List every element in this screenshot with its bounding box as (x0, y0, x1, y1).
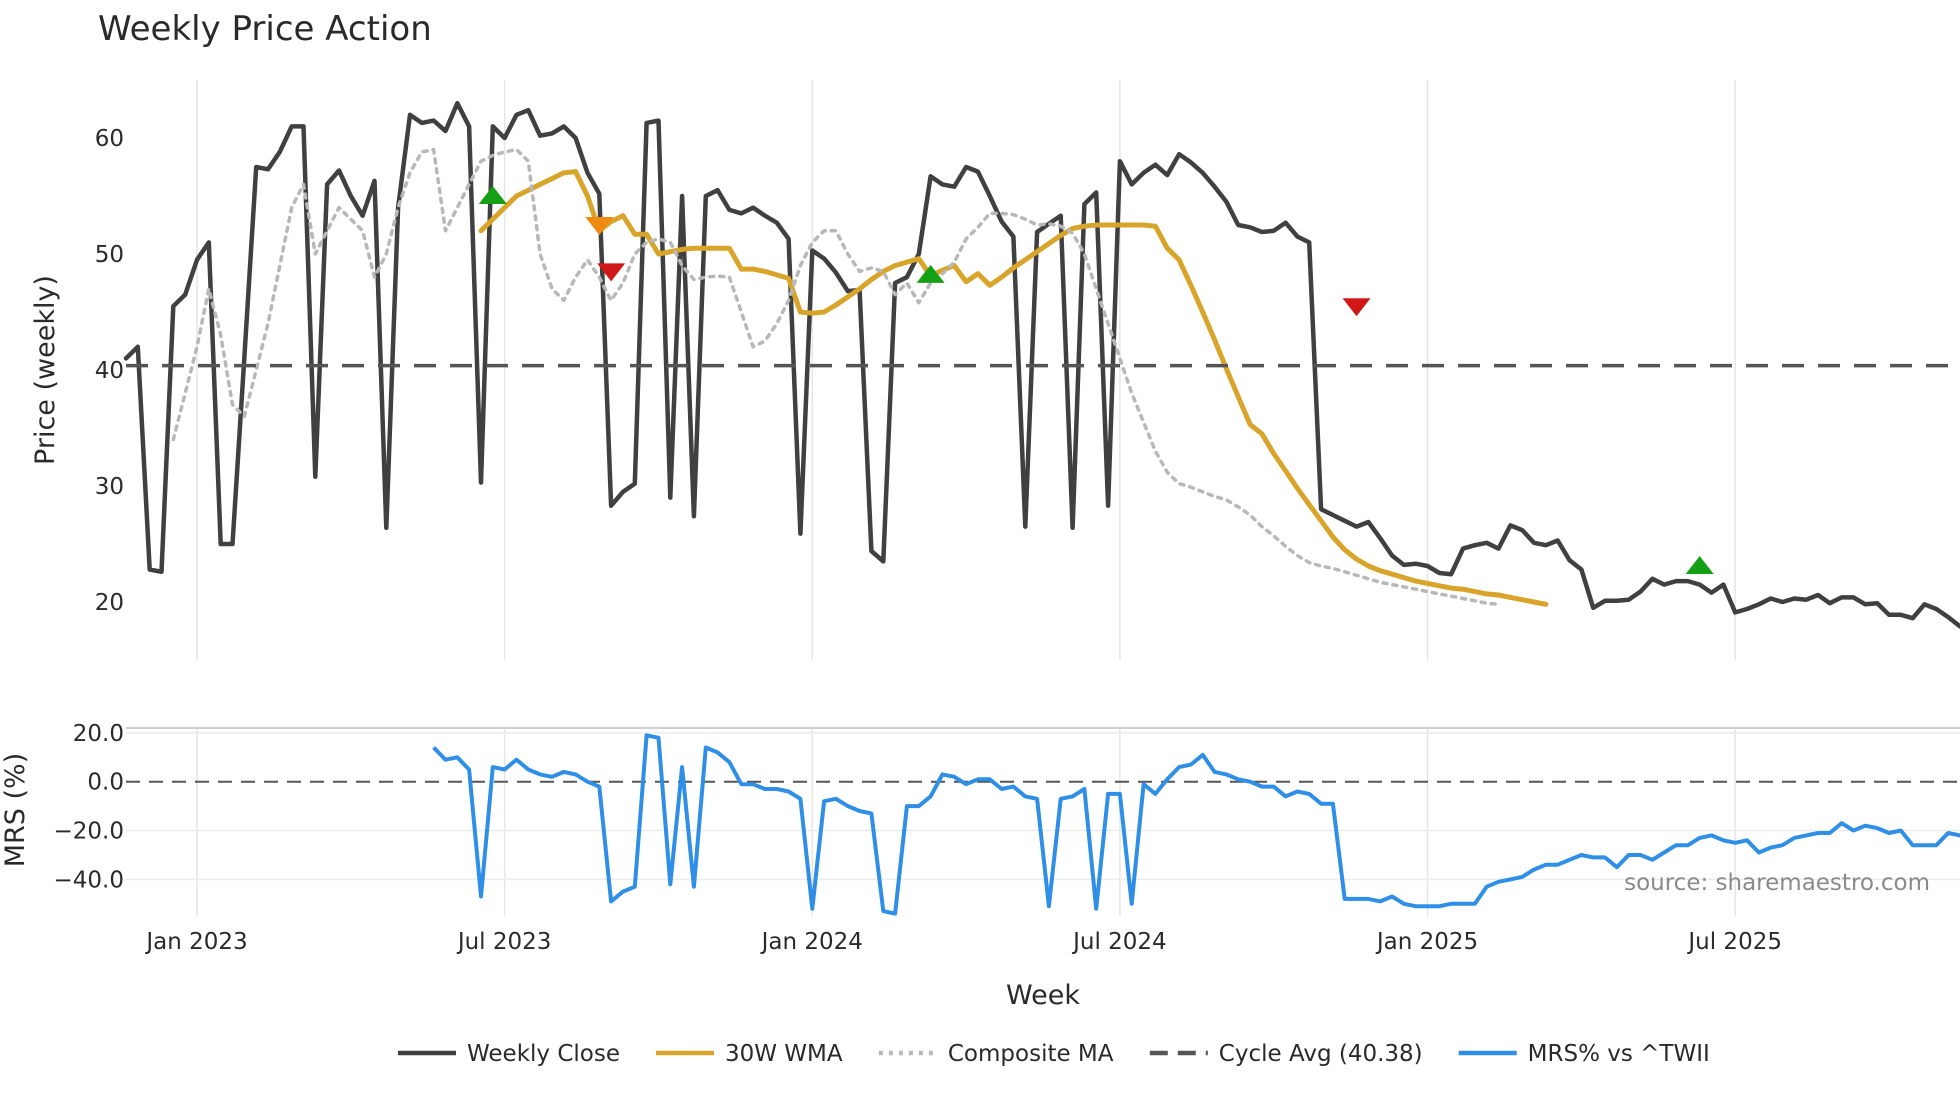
price-y-tick-label: 60 (95, 126, 124, 152)
source-note: source: sharemaestro.com (1624, 870, 1930, 896)
mrs-y-tick-label: −40.0 (54, 867, 124, 893)
mrs-y-tick-label: −20.0 (54, 819, 124, 845)
legend-label-composite-ma: Composite MA (948, 1041, 1114, 1067)
axes: Jan 2023 Jul 2023 Jan 2024 Jul 2024 Jan 2025… (54, 126, 1782, 955)
x-tick-label: Jan 2024 (760, 929, 863, 955)
signal-marker-down (585, 217, 614, 235)
legend-label-mrs-vs-twii: MRS% vs ^TWII (1528, 1041, 1710, 1067)
signal-marker-up (478, 186, 507, 204)
x-tick-label: Jan 2025 (1375, 929, 1478, 955)
30w-wma-line (478, 169, 1549, 607)
legend-label-30w-wma: 30W WMA (725, 1041, 843, 1067)
x-tick-label: Jan 2023 (144, 929, 247, 955)
x-tick-label: Jul 2024 (1071, 929, 1167, 955)
chart-title: Weekly Price Action (98, 9, 432, 49)
signal-marker-down (1342, 298, 1371, 317)
legend: Weekly Close 30W WMA Composite MA Cycle Avg… (398, 1041, 1710, 1067)
signal-marker-down (597, 263, 626, 282)
grid (126, 80, 1960, 916)
legend-label-weekly-close: Weekly Close (467, 1041, 620, 1067)
mrs-y-tick-label: 20.0 (73, 721, 124, 747)
mrs-panel (126, 733, 1960, 916)
price-y-axis-title: Price (weekly) (30, 275, 61, 465)
x-tick-label: Jul 2025 (1686, 929, 1782, 955)
price-panel (123, 100, 1960, 629)
price-y-tick-label: 30 (95, 474, 124, 500)
composite-ma-line (171, 147, 1501, 607)
mrs-y-tick-label: 0.0 (87, 770, 124, 796)
legend-label-cycle-avg-40-38: Cycle Avg (40.38) (1219, 1041, 1423, 1067)
weekly-close-line (123, 100, 1960, 629)
price-y-tick-label: 40 (95, 358, 124, 384)
signal-marker-up (1685, 556, 1714, 575)
price-y-tick-label: 50 (95, 242, 124, 268)
mrs-y-axis-title: MRS (%) (0, 753, 31, 868)
signal-marker-up (916, 264, 945, 283)
x-axis-title: Week (1006, 980, 1080, 1011)
x-tick-label: Jul 2023 (456, 929, 552, 955)
mrs-vs-twii-line (432, 733, 1960, 916)
price-y-tick-label: 20 (95, 590, 124, 616)
